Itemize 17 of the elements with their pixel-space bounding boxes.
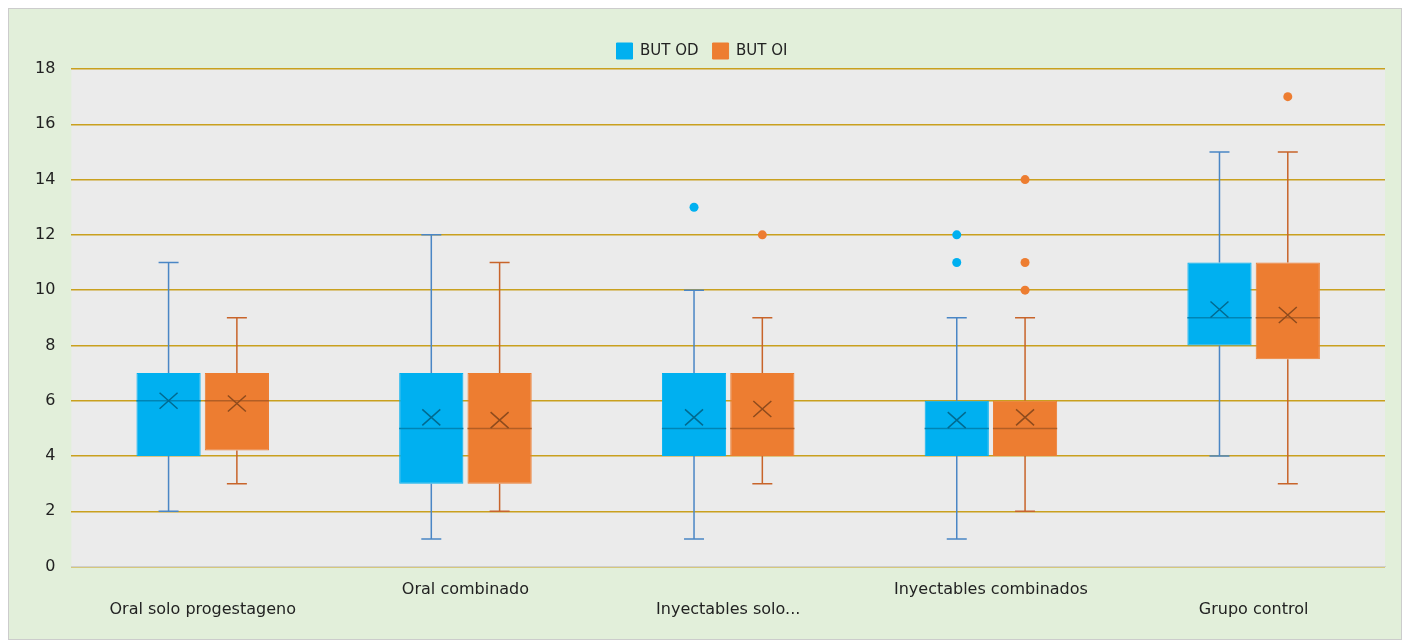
x-tick-label: Oral solo progestageno xyxy=(109,598,296,618)
y-tick-label: 8 xyxy=(45,334,56,354)
y-tick-label: 6 xyxy=(45,389,56,409)
x-tick-label: Inyectables combinados xyxy=(893,579,1088,599)
x-tick-label: Oral combinado xyxy=(401,579,530,599)
x-tick-label: Inyectables solo... xyxy=(656,598,801,618)
y-tick-label: 4 xyxy=(45,445,56,465)
y-tick-label: 12 xyxy=(35,224,56,244)
y-tick-label: 18 xyxy=(35,58,56,78)
y-tick-label: 0 xyxy=(45,555,56,575)
legend-label: BUT OD xyxy=(640,40,699,59)
y-tick-label: 14 xyxy=(35,168,56,188)
x-tick-label: Grupo control xyxy=(1198,598,1309,618)
y-tick-label: 16 xyxy=(35,113,56,133)
y-tick-label: 2 xyxy=(45,500,56,520)
y-tick-label: 10 xyxy=(35,279,56,299)
legend-label: BUT OI xyxy=(736,40,788,59)
